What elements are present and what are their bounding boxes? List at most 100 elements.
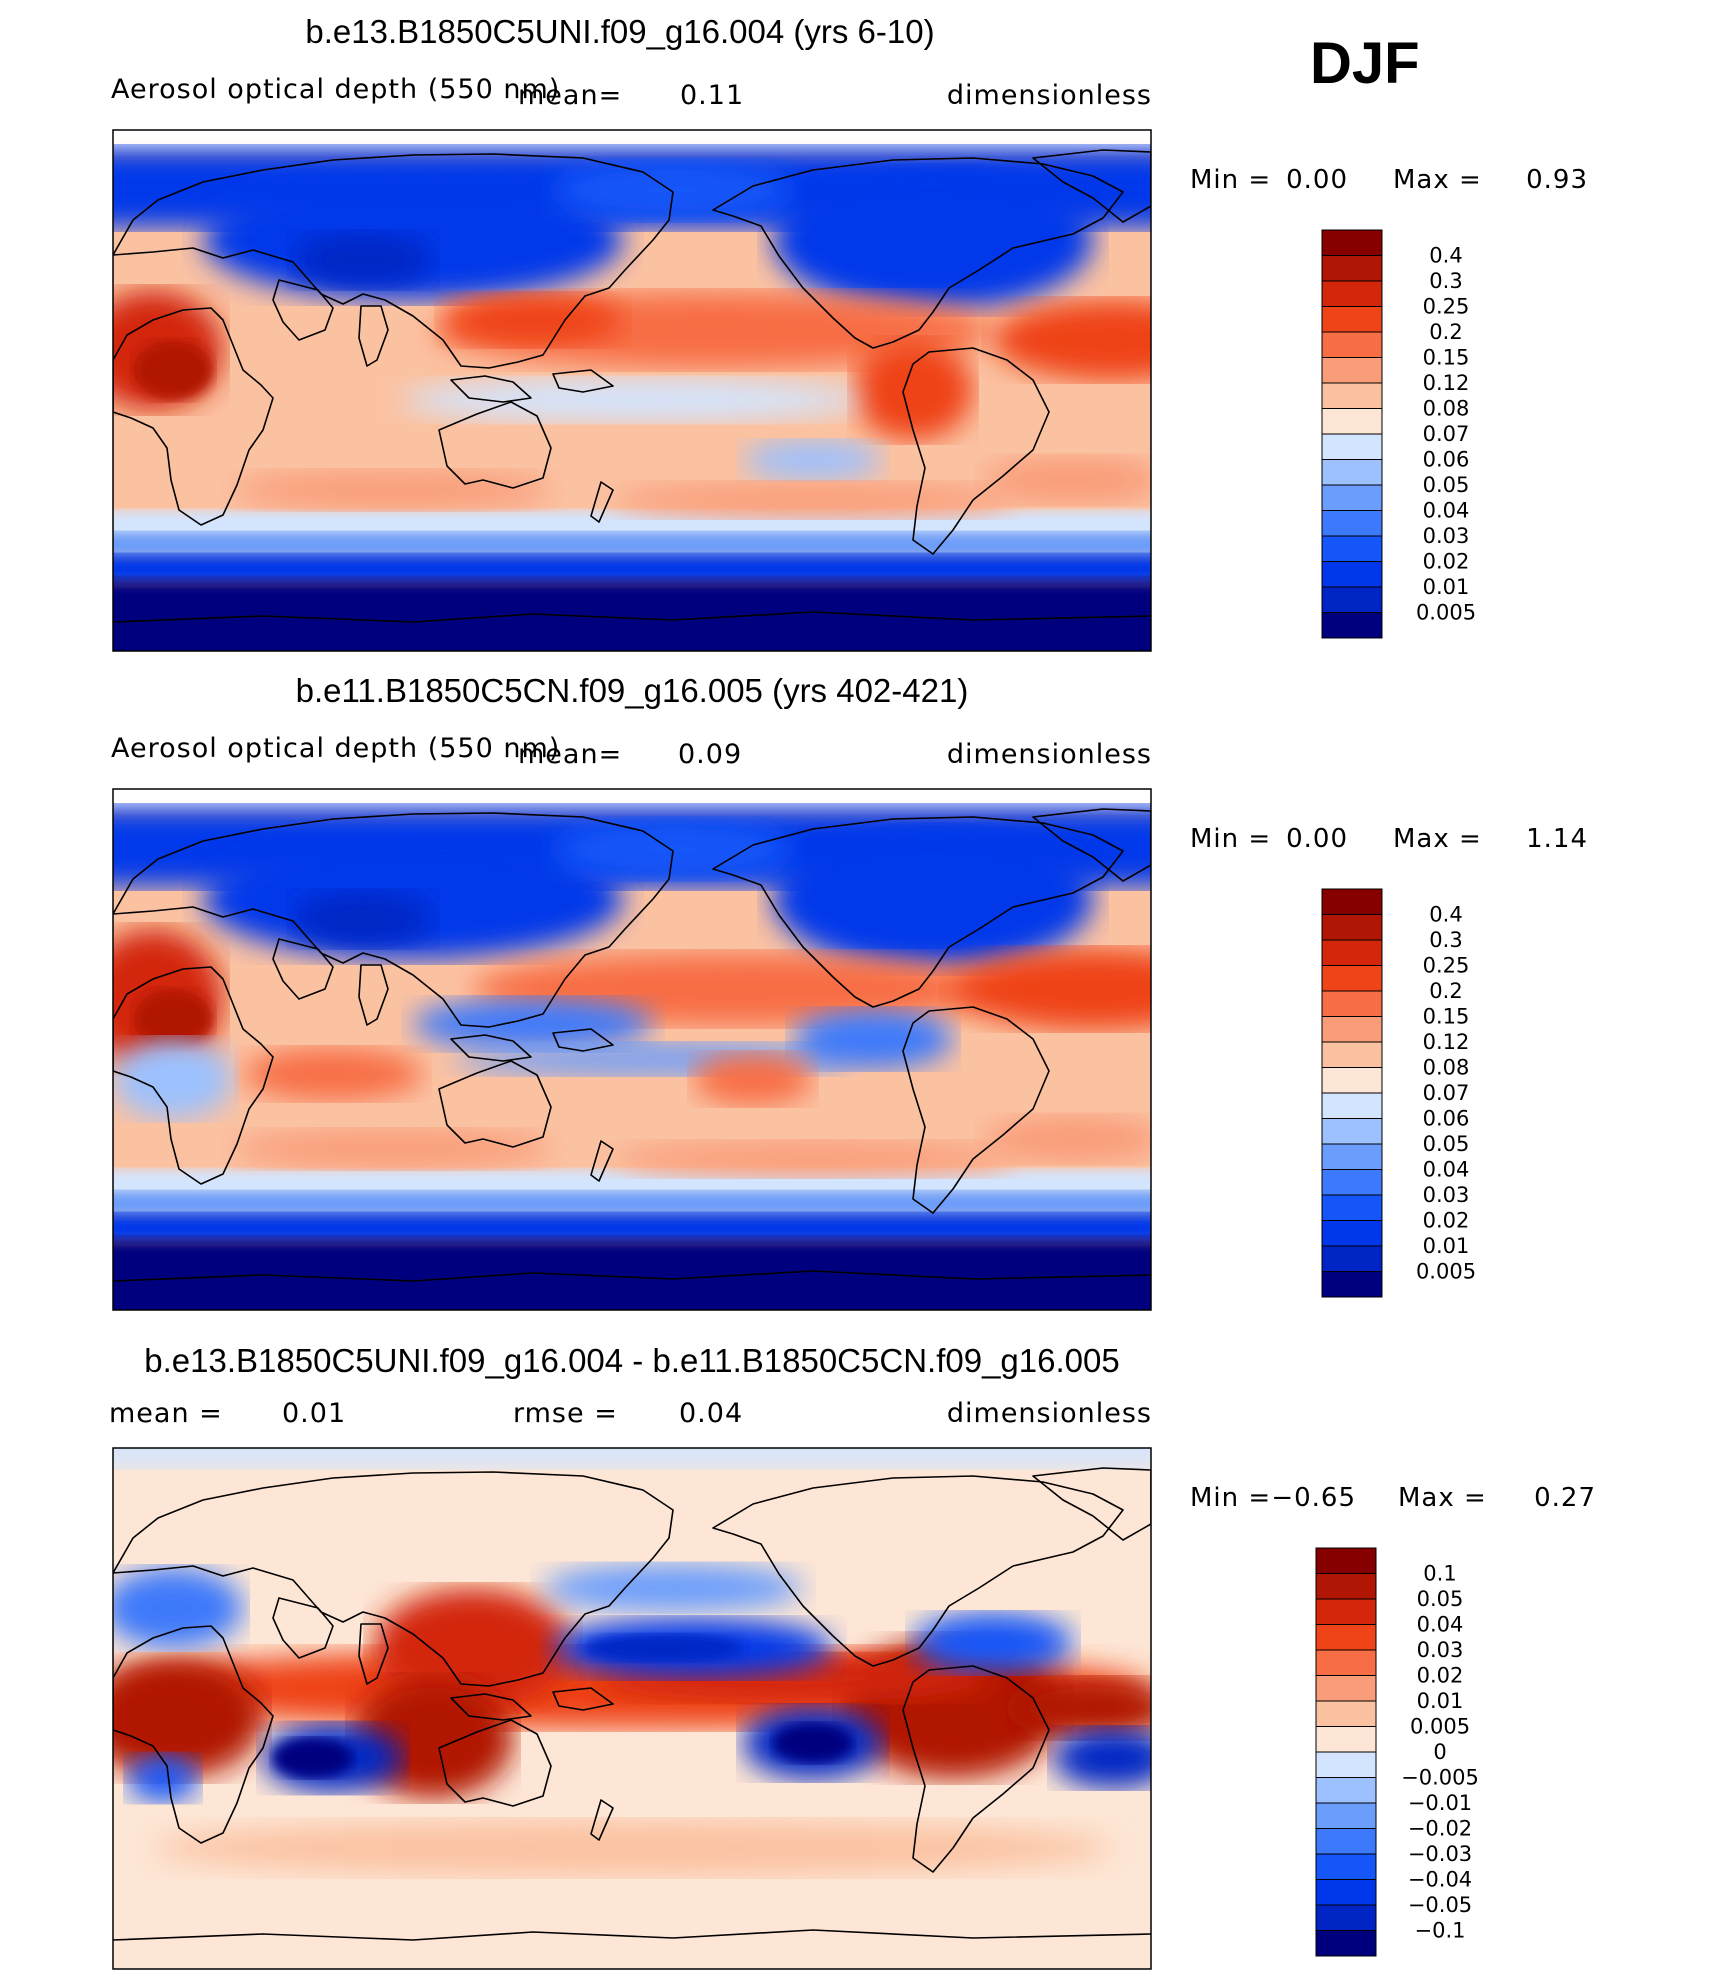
panel-1-map (113, 130, 1151, 651)
panel-2-units: dimensionless (947, 739, 1152, 770)
colorbar-tick-label: −0.005 (1401, 1766, 1479, 1790)
colorbar-swatch (1321, 331, 1383, 358)
panel-1-field (113, 130, 1151, 651)
colorbar-swatch (1315, 1828, 1377, 1855)
coastline (450, 375, 532, 403)
colorbar-tick-label: 0.15 (1423, 1005, 1470, 1029)
coastline (358, 305, 389, 367)
coastline (552, 1028, 614, 1052)
colorbar-swatch (1315, 1700, 1377, 1727)
coastline (113, 966, 274, 1185)
panel-3-title: b.e13.B1850C5UNI.f09_g16.004 - b.e11.B18… (144, 1342, 1119, 1379)
field-blob (993, 300, 1151, 380)
panel-1-title: b.e13.B1850C5UNI.f09_g16.004 (yrs 6-10) (305, 13, 934, 50)
colorbar-swatch (1321, 965, 1383, 992)
field-blob (773, 170, 1093, 310)
coastline (438, 1060, 552, 1148)
panel-2-min-value: 0.00 (1286, 824, 1348, 854)
colorbar-swatch (1321, 990, 1383, 1017)
coastline (113, 307, 274, 526)
panel-1-min-value: 0.00 (1286, 165, 1348, 195)
colorbar-tick-label: −0.04 (1408, 1868, 1472, 1892)
field-blob (543, 1564, 803, 1612)
colorbar-swatch (1321, 1169, 1383, 1196)
field-band (113, 554, 1151, 584)
colorbar-swatch (1315, 1879, 1377, 1906)
field-blob (133, 989, 213, 1049)
colorbar-swatch (1321, 1245, 1383, 1272)
panel-3: b.e13.B1850C5UNI.f09_g16.004 - b.e11.B18… (109, 1342, 1595, 1970)
field-band (113, 1191, 1151, 1217)
colorbar-swatch (1315, 1930, 1377, 1957)
field-blob (953, 949, 1151, 1029)
field-blob (293, 232, 433, 288)
coastline (1032, 1467, 1151, 1541)
colorbar-swatch (1315, 1853, 1377, 1880)
colorbar-swatch (1315, 1598, 1377, 1625)
field-blob (443, 294, 623, 346)
colorbar-swatch (1321, 1271, 1383, 1298)
colorbar-tick-label: 0.4 (1429, 903, 1462, 927)
field-blob (793, 1009, 953, 1069)
panel-3-coastlines (113, 1467, 1151, 1941)
field-blob (233, 470, 553, 510)
colorbar-tick-label: 0.4 (1429, 244, 1462, 268)
colorbar-swatch (1315, 1726, 1377, 1753)
panel-1-variable: Aerosol optical depth (550 nm) (111, 74, 560, 105)
colorbar-swatch (1315, 1675, 1377, 1702)
field-band (113, 789, 1151, 811)
panel-3-field (113, 1448, 1151, 1969)
field-blob (1053, 1728, 1151, 1788)
colorbar-swatch (1321, 914, 1383, 941)
coastline (1032, 149, 1151, 223)
colorbar-swatch (1321, 888, 1383, 915)
colorbar-swatch (1321, 306, 1383, 333)
colorbar-swatch (1321, 1143, 1383, 1170)
colorbar-swatch (1321, 939, 1383, 966)
colorbar-tick-label: 0.08 (1423, 397, 1470, 421)
colorbar-tick-label: 0.06 (1423, 448, 1470, 472)
panel-3-rmse-value: 0.04 (679, 1398, 743, 1429)
colorbar-swatch (1321, 1220, 1383, 1247)
field-band (113, 532, 1151, 558)
field-blob (293, 891, 433, 947)
colorbar-tick-label: 0.25 (1423, 954, 1470, 978)
coastline (438, 401, 552, 489)
panel-2-min-label: Min = (1190, 824, 1271, 854)
field-blob (613, 482, 1013, 518)
colorbar-tick-label: 0.005 (1416, 601, 1476, 625)
colorbar-tick-label: 0.1 (1423, 1562, 1456, 1586)
field-blob (553, 819, 793, 879)
field-blob (113, 1039, 233, 1119)
colorbar-tick-label: 0.07 (1423, 1081, 1470, 1105)
colorbar-tick-label: 0.2 (1429, 320, 1462, 344)
field-band (113, 1239, 1151, 1310)
colorbar-swatch (1321, 357, 1383, 384)
colorbar-tick-label: 0.005 (1416, 1260, 1476, 1284)
colorbar-tick-label: 0.08 (1423, 1056, 1470, 1080)
coastline (712, 816, 1124, 1008)
field-blob (133, 340, 213, 400)
coastline (358, 1623, 389, 1685)
field-blob (233, 1129, 553, 1169)
panel-3-colorbar: 0.10.050.040.030.020.010.0050−0.005−0.01… (1315, 1547, 1479, 1957)
colorbar-tick-label: 0.01 (1417, 1689, 1464, 1713)
panel-3-units: dimensionless (947, 1398, 1152, 1429)
colorbar-tick-label: 0.3 (1429, 269, 1462, 293)
colorbar-tick-label: 0.15 (1423, 346, 1470, 370)
coastline (272, 279, 334, 341)
panel-1-frame (112, 129, 1152, 652)
coastline (113, 812, 674, 1028)
coastline (1032, 808, 1151, 882)
colorbar-tick-label: 0.04 (1417, 1613, 1464, 1637)
panel-3-frame (112, 1447, 1152, 1970)
coastline (590, 481, 614, 523)
colorbar-swatch (1321, 612, 1383, 639)
colorbar-swatch (1321, 1118, 1383, 1145)
field-band (113, 1448, 1151, 1468)
coastline (113, 1270, 1151, 1282)
field-band (113, 580, 1151, 651)
field-blob (113, 1658, 263, 1778)
field-blob (983, 456, 1151, 504)
